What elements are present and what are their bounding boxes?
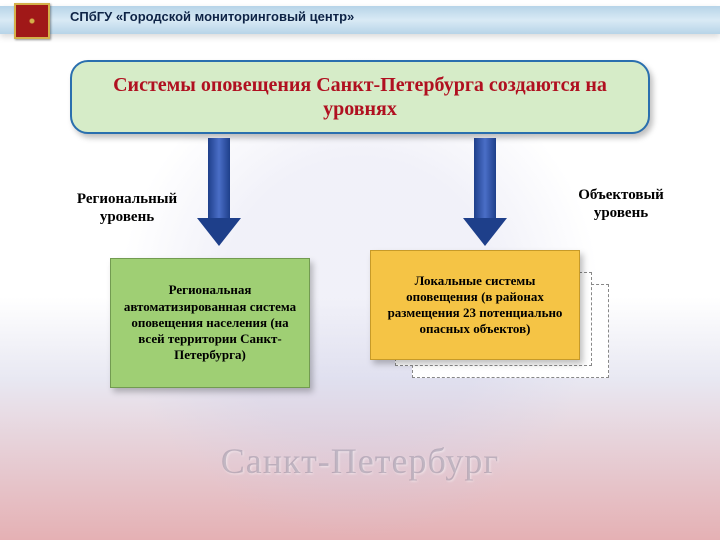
arrow-left-icon <box>202 138 236 246</box>
box-regional-text: Региональная автоматизированная система … <box>121 282 299 363</box>
label-object: Объектовый уровень <box>556 186 686 222</box>
box-local-text: Локальные системы оповещения (в районах … <box>381 273 569 338</box>
title-box: Системы оповещения Санкт-Петербурга созд… <box>70 60 650 134</box>
slide-root: СПбГУ «Городской мониторинговый центр» С… <box>0 0 720 540</box>
watermark-city: Санкт-Петербург <box>0 440 720 482</box>
label-regional: Региональный уровень <box>62 190 192 226</box>
box-regional-system: Региональная автоматизированная система … <box>110 258 310 388</box>
header-emblem-icon <box>14 3 50 39</box>
header-title: СПбГУ «Городской мониторинговый центр» <box>70 9 354 24</box>
title-box-text: Системы оповещения Санкт-Петербурга созд… <box>112 73 608 121</box>
box-local-systems: Локальные системы оповещения (в районах … <box>370 250 580 360</box>
arrow-right-icon <box>468 138 502 246</box>
